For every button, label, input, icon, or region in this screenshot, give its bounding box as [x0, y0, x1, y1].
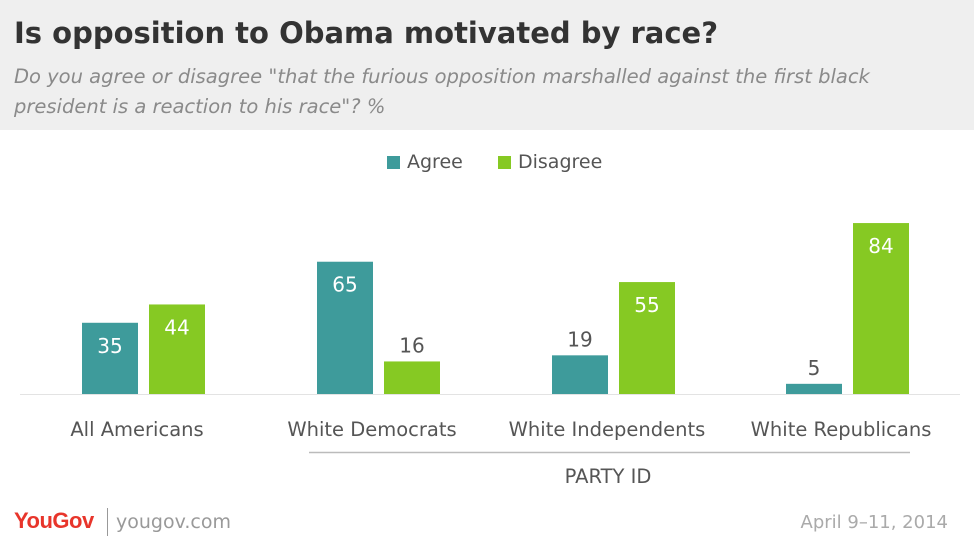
legend-swatch-agree — [387, 156, 400, 169]
data-label-agree-2: 19 — [567, 327, 592, 351]
legend-label-agree: Agree — [407, 151, 463, 173]
data-label-disagree-2: 55 — [634, 293, 659, 317]
bar-agree-3 — [786, 383, 842, 394]
bar-disagree-2 — [619, 282, 675, 394]
data-label-agree-1: 65 — [332, 273, 357, 297]
bar-agree-1 — [317, 261, 373, 394]
data-label-agree-0: 35 — [97, 334, 122, 358]
category-label-3: White Republicans — [751, 418, 932, 441]
bar-disagree-0 — [149, 304, 205, 394]
footer-site: yougov.com — [116, 511, 231, 533]
legend-label-disagree: Disagree — [518, 151, 603, 173]
survey-date: April 9–11, 2014 — [800, 512, 948, 533]
bar-agree-0 — [82, 322, 138, 394]
group-label: PARTY ID — [565, 465, 652, 488]
legend-swatch-disagree — [498, 156, 511, 169]
yougov-logo: YouGov — [14, 508, 94, 533]
bar-disagree-1 — [384, 361, 440, 394]
legend: Agree Disagree — [0, 151, 974, 177]
category-label-0: All Americans — [70, 418, 203, 441]
footer-separator — [107, 508, 108, 536]
data-label-disagree-3: 84 — [868, 234, 893, 258]
category-label-2: White Independents — [509, 418, 706, 441]
data-label-agree-3: 5 — [808, 356, 821, 380]
data-label-disagree-1: 16 — [399, 333, 424, 357]
chart-title: Is opposition to Obama motivated by race… — [14, 16, 719, 50]
data-label-disagree-0: 44 — [164, 315, 189, 339]
category-label-1: White Democrats — [287, 418, 456, 441]
bar-agree-2 — [552, 355, 608, 394]
header: Is opposition to Obama motivated by race… — [0, 0, 974, 130]
chart-subtitle: Do you agree or disagree "that the furio… — [14, 65, 870, 118]
bar-disagree-3 — [853, 223, 909, 394]
